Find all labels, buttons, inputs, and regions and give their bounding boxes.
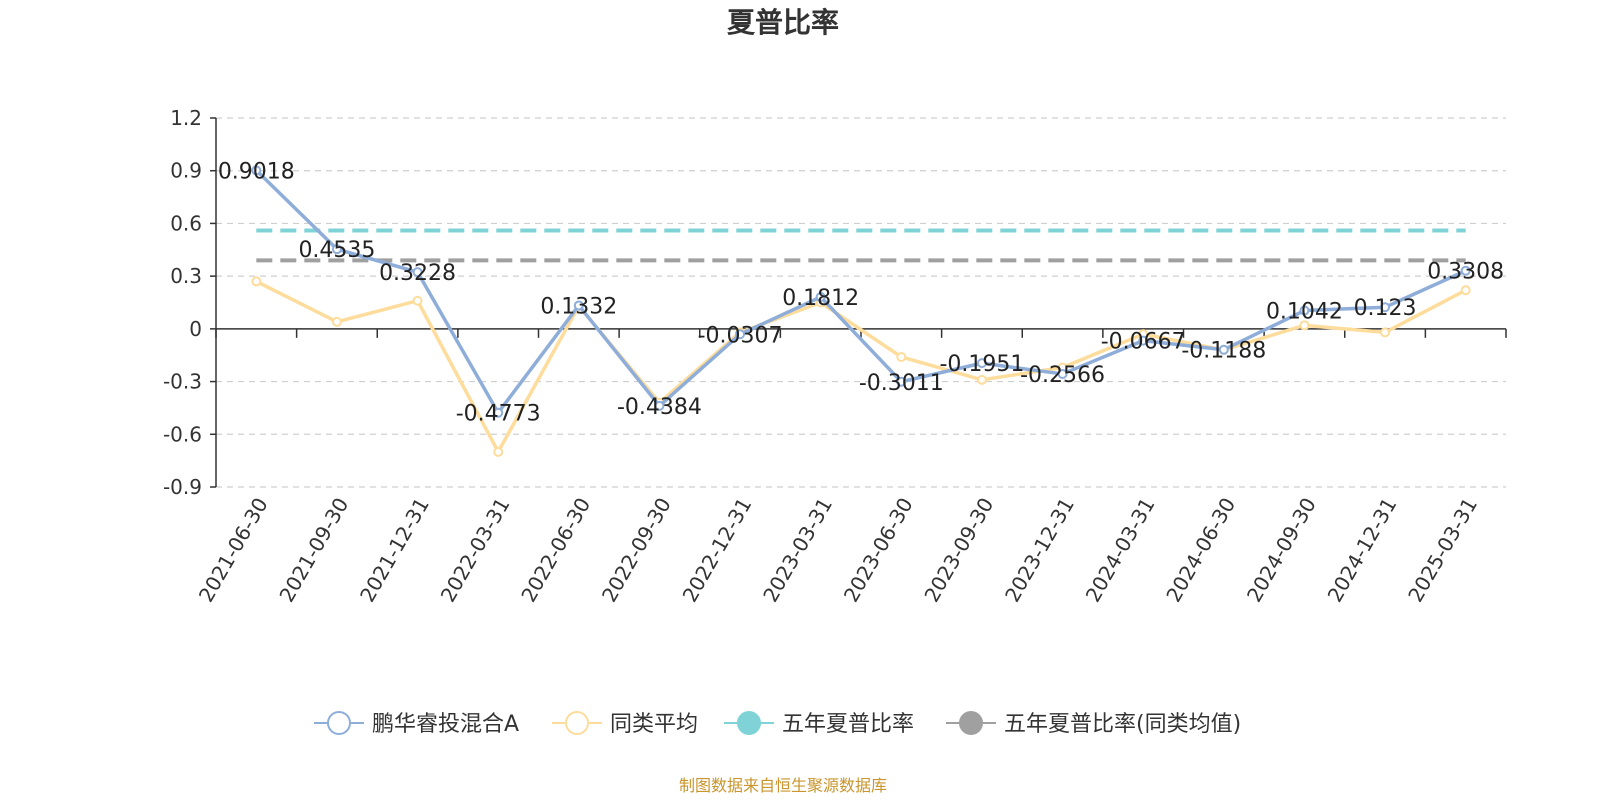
y-tick-label: -0.9 [163,475,202,499]
data-point[interactable] [654,400,665,411]
legend-marker [737,711,761,735]
x-tick-label: 2025-03-31 [1403,494,1482,607]
data-point[interactable] [976,358,987,369]
x-tick-label: 2022-06-30 [516,494,595,607]
data-label: -0.4773 [456,402,541,427]
data-label: -0.1188 [1181,339,1266,364]
legend[interactable]: 鹏华睿投混合A 同类平均 五年夏普比率 五年夏普比率(同类均值) [314,711,1241,737]
legend-marker [959,711,983,735]
reference-lines [256,228,1466,263]
data-label: -0.0667 [1101,330,1186,355]
data-label: -0.0307 [698,323,783,348]
data-point[interactable] [412,267,423,278]
y-tick-label: -0.6 [163,422,202,446]
x-tick-label: 2022-03-31 [436,494,515,607]
x-tick-label: 2024-06-30 [1161,494,1240,607]
series-line [255,169,1467,415]
series-line [255,279,1467,454]
legend-label: 五年夏普比率(同类均值) [1004,712,1241,737]
data-point[interactable] [896,376,907,387]
data-point[interactable] [976,374,987,385]
legend-label: 鹏华睿投混合A [372,712,519,737]
legend-item[interactable]: 鹏华睿投混合A [314,711,519,737]
data-point[interactable] [1299,305,1310,316]
data-point[interactable] [1380,302,1391,313]
legend-label: 五年夏普比率 [782,712,914,737]
grid-lines [216,117,1506,488]
legend-label: 同类平均 [610,712,698,737]
data-label: 0.1042 [1266,300,1343,325]
data-point[interactable] [896,351,907,362]
data-label: -0.2566 [1020,363,1105,388]
x-tick-label: 2021-06-30 [194,494,273,607]
data-label: 0.1332 [540,294,617,319]
x-tick-label: 2022-12-31 [677,494,756,607]
x-tick-label: 2023-09-30 [919,494,998,607]
source-note: 制图数据来自恒生聚源数据库 [679,776,887,795]
x-tick-label: 2024-12-31 [1322,494,1401,607]
x-tick-label: 2024-03-31 [1081,494,1160,607]
data-point[interactable] [1460,265,1471,276]
data-label: 0.4535 [298,238,375,263]
data-point[interactable] [331,316,342,327]
data-point[interactable] [251,276,262,287]
data-point[interactable] [1299,320,1310,331]
x-tick-label: 2023-03-31 [758,494,837,607]
y-axis: 1.2 0.9 0.6 0.3 0 -0.3 -0.6 -0.9 [163,106,217,499]
x-axis: 2021-06-30 2021-09-30 2021-12-31 2022-03-31… [194,328,1507,607]
y-tick-label: 0.9 [170,159,202,183]
data-point[interactable] [1380,327,1391,338]
y-tick-label: 0.3 [170,264,202,288]
data-point[interactable] [493,446,504,457]
legend-item[interactable]: 五年夏普比率(同类均值) [946,711,1241,737]
data-label: -0.1951 [939,352,1024,377]
data-label: -0.3011 [859,371,944,396]
data-point[interactable] [251,165,262,176]
data-point[interactable] [331,244,342,255]
data-point[interactable] [735,329,746,340]
data-label: 0.123 [1354,296,1417,321]
x-tick-label: 2022-09-30 [597,494,676,607]
data-label: -0.4384 [617,395,702,420]
data-point[interactable] [573,300,584,311]
legend-item[interactable]: 五年夏普比率 [724,711,914,737]
x-tick-label: 2023-12-31 [1000,494,1079,607]
y-tick-label: 0 [189,317,202,341]
data-label: 0.1812 [782,286,859,311]
data-label: 0.3308 [1427,260,1504,285]
chart-title: 夏普比率 [727,6,839,39]
series-lines [251,165,1471,457]
x-tick-label: 2021-09-30 [274,494,353,607]
x-tick-label: 2024-09-30 [1242,494,1321,607]
legend-marker [327,711,351,735]
y-tick-label: -0.3 [163,370,202,394]
x-tick-label: 2023-06-30 [839,494,918,607]
legend-item[interactable]: 同类平均 [552,711,698,737]
data-point[interactable] [493,407,504,418]
y-tick-label: 1.2 [170,106,202,130]
data-point[interactable] [1057,368,1068,379]
data-point[interactable] [815,292,826,303]
data-point[interactable] [412,295,423,306]
data-point[interactable] [1138,335,1149,346]
legend-marker [565,711,589,735]
y-tick-label: 0.6 [170,211,202,235]
data-label: 0.9018 [218,159,295,184]
x-tick-label: 2021-12-31 [355,494,434,607]
data-point[interactable] [1460,285,1471,296]
data-label: 0.3228 [379,261,456,286]
data-point[interactable] [1218,344,1229,355]
